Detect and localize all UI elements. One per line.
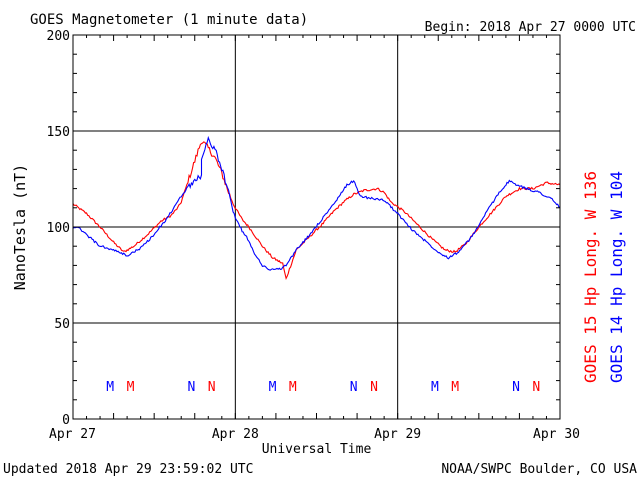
x-tick-label: Apr 27 <box>49 427 96 442</box>
chart-title: GOES Magnetometer (1 minute data) <box>30 12 308 28</box>
tick-marks: 0 50 100 150 200 Apr 27 Apr 28 Apr 29 Apr 30 <box>47 29 580 442</box>
series-goes14-line <box>72 135 561 271</box>
x-tick-label: Apr 30 <box>533 427 580 442</box>
x-tick-label: Apr 29 <box>374 427 421 442</box>
updated-time: Updated 2018 Apr 29 23:59:02 UTC <box>3 462 253 477</box>
midnight-marker: M <box>431 380 439 395</box>
midnight-marker: M <box>289 380 297 395</box>
noon-marker: N <box>370 380 378 395</box>
legend-goes15: GOES 15 Hp Long. W 136 <box>581 171 600 383</box>
begin-time: Begin: 2018 Apr 27 0000 UTC <box>425 20 636 35</box>
noon-marker: N <box>350 380 358 395</box>
midnight-marker: M <box>127 380 135 395</box>
y-tick-label: 50 <box>54 317 70 332</box>
y-tick-label: 150 <box>47 125 70 140</box>
series-goes15-line <box>72 141 561 281</box>
x-tick-label: Apr 28 <box>212 427 259 442</box>
midnight-marker: M <box>451 380 459 395</box>
y-tick-label: 100 <box>47 221 70 236</box>
midnight-marker: M <box>269 380 277 395</box>
legend-goes14: GOES 14 Hp Long. W 104 <box>607 171 626 383</box>
y-tick-label: 200 <box>47 29 70 44</box>
noon-marker: N <box>532 380 540 395</box>
midnight-marker: M <box>106 380 114 395</box>
credit-text: NOAA/SWPC Boulder, CO USA <box>441 462 637 477</box>
noon-marker: N <box>187 380 195 395</box>
series-layer <box>72 135 561 281</box>
y-tick-label: 0 <box>62 413 70 428</box>
noon-marker: N <box>512 380 520 395</box>
noon-marker: N <box>208 380 216 395</box>
y-axis-label: NanoTesla (nT) <box>11 164 29 290</box>
x-axis-label: Universal Time <box>262 442 372 457</box>
